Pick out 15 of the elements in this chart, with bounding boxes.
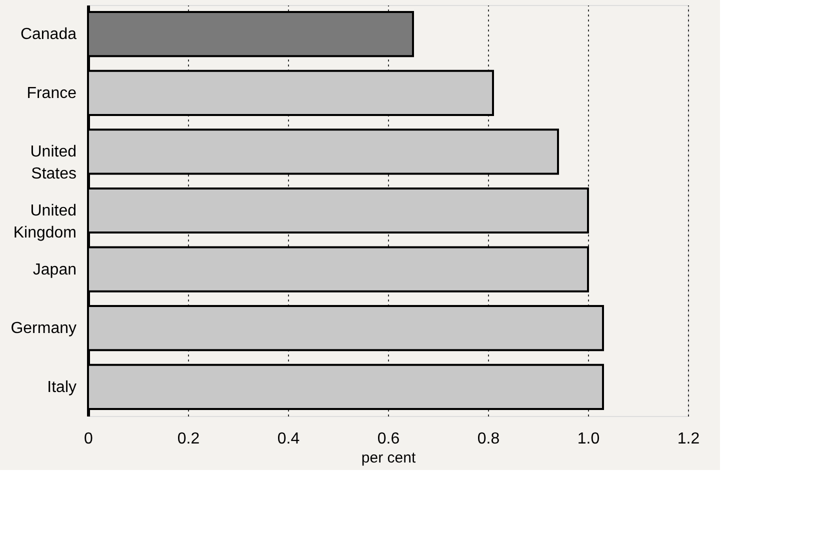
x-tick-label: 0.8 (477, 430, 500, 448)
y-tick-label: Germany (10, 320, 76, 338)
x-tick-label: 1.0 (577, 430, 600, 448)
y-tick-label: Canada (20, 26, 77, 44)
x-axis-title: per cent (361, 450, 416, 466)
x-tick-label: 0.2 (177, 430, 200, 448)
y-tick-label: Italy (47, 378, 76, 396)
x-tick-label: 0.6 (377, 430, 400, 448)
x-tick-label: 0 (84, 430, 94, 448)
x-tick-label: 0.4 (277, 430, 300, 448)
y-tick-label: France (26, 84, 77, 102)
x-tick-label: 1.2 (677, 430, 700, 448)
y-tick-label: Japan (32, 261, 76, 278)
y-tick-label: United States (30, 144, 76, 183)
y-tick-label: United Kingdom (13, 202, 76, 242)
